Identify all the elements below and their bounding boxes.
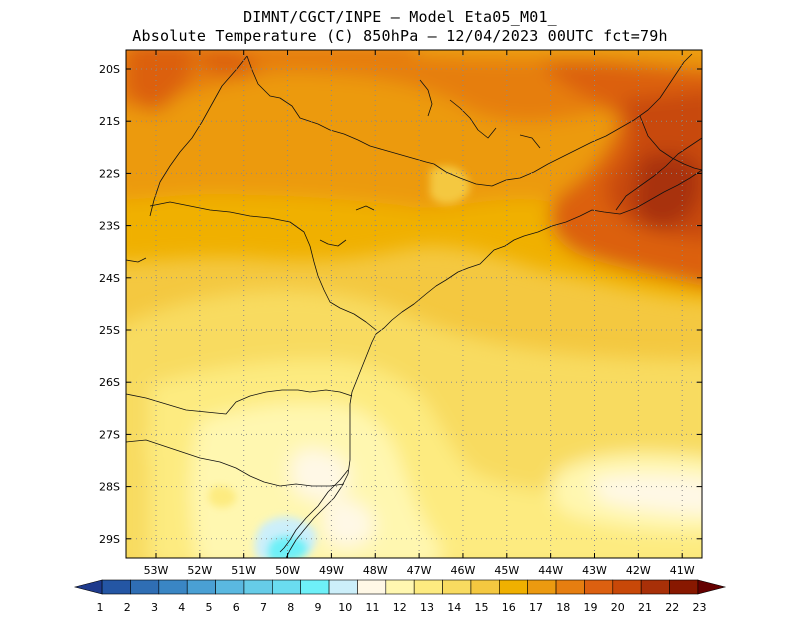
coastline-and-borders [126,53,702,558]
lon-label: 53W [144,564,169,577]
border-rj-es [615,137,702,211]
border-sp-pr [149,201,377,331]
border-mg-es [639,115,702,171]
colorbar-label: 20 [611,601,625,614]
colorbar-label: 6 [233,601,240,614]
lon-label: 46W [451,564,476,577]
colorbar-swatch [130,579,160,595]
colorbar-swatch [243,579,273,595]
border-ms-sp [149,55,248,217]
colorbar-swatch [101,579,131,595]
lat-label: 26S [99,376,120,389]
colorbar-label: 18 [556,601,570,614]
lat-label: 25S [99,324,120,337]
colorbar-swatch [527,579,557,595]
colorbar-arrow-right [697,579,727,595]
colorbar-swatch [385,579,415,595]
colorbar-swatch [300,579,330,595]
lat-label: 24S [99,272,120,285]
colorbar-swatch [669,579,699,595]
colorbar: 1 2 3 4 5 6 7 8 9 10 11 12 13 14 15 16 17 18 19 20 21 22 23 [73,579,727,614]
colorbar-label: 4 [178,601,185,614]
colorbar-swatch [272,579,301,595]
colorbar-swatch [215,579,245,595]
lon-label: 50W [275,564,300,577]
lon-label: 42W [626,564,651,577]
colorbar-swatch [640,579,670,595]
colorbar-swatch [328,579,358,595]
colorbar-swatch [413,579,443,595]
lon-label: 44W [538,564,563,577]
colorbar-label: 19 [584,601,598,614]
colorbar-label: 5 [206,601,213,614]
lon-label: 51W [231,564,256,577]
colorbar-swatch [186,579,216,595]
colorbar-arrow-left [73,579,103,595]
lat-label: 23S [99,220,120,233]
lat-label: 28S [99,481,120,494]
border-mg-sp [246,55,435,165]
lat-label: 20S [99,63,120,76]
border-sc-rs [126,439,345,487]
colorbar-label: 11 [366,601,380,614]
map-title-line-1: DIMNT/CGCT/INPE – Model Eta05_M01_ [243,8,557,26]
colorbar-label: 17 [529,601,543,614]
colorbar-label: 14 [447,601,461,614]
lon-label: 48W [363,564,388,577]
colorbar-label: 22 [665,601,679,614]
lon-label: 52W [187,564,212,577]
colorbar-label: 7 [260,601,267,614]
border-mg-rj-es [433,53,693,187]
temperature-field [126,50,702,558]
lon-label: 43W [582,564,607,577]
colorbar-label: 1 [97,601,104,614]
colorbar-label: 9 [315,601,322,614]
colorbar-swatch [555,579,585,595]
lon-label: 45W [494,564,519,577]
colorbar-swatch [584,579,614,595]
map-title-line-2: Absolute Temperature (C) 850hPa – 12/04/… [132,27,668,45]
colorbar-label: 3 [151,601,158,614]
reservoir-4 [355,205,375,211]
lon-label: 41W [670,564,695,577]
lon-label: 47W [407,564,432,577]
lat-label: 29S [99,533,120,546]
coastline [285,169,702,558]
colorbar-swatch [612,579,642,595]
border-pr-sc [126,389,353,415]
colorbar-label: 12 [393,601,407,614]
lat-label: 27S [99,428,120,441]
colorbar-label: 2 [124,601,131,614]
colorbar-label: 21 [638,601,652,614]
colorbar-label: 23 [693,601,707,614]
lat-label: 21S [99,115,120,128]
lat-label: 22S [99,167,120,180]
lagoon-outline [279,469,349,553]
colorbar-label: 15 [475,601,489,614]
lon-label: 49W [319,564,344,577]
reservoir-2 [449,99,497,139]
reservoir-5 [519,134,541,149]
colorbar-swatch [357,579,387,595]
colorbar-label: 16 [502,601,516,614]
colorbar-label: 8 [287,601,294,614]
colorbar-label: 10 [338,601,352,614]
reservoir-1 [419,79,433,117]
axis-ticks: 20S 21S 22S 23S 24S 25S 26S 27S 28S 29S 53W 52W 51W 5… [99,50,702,577]
colorbar-swatch [470,579,500,595]
map-grid [126,50,702,558]
colorbar-label: 13 [420,601,434,614]
map-frame [125,49,703,559]
colorbar-swatch [158,579,188,595]
colorbar-swatch [499,579,528,595]
colorbar-swatch [442,579,472,595]
reservoir-3 [319,239,347,247]
border-sc-west [126,257,147,263]
